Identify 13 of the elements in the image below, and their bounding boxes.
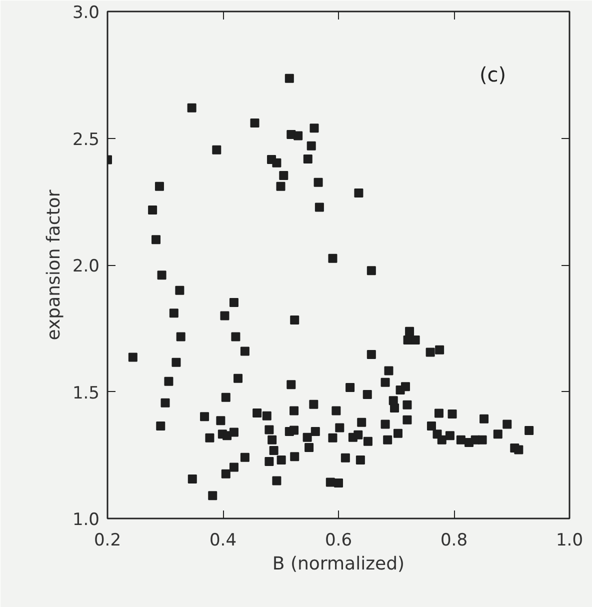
x-tick-label: 0.8 — [440, 530, 468, 550]
x-tick-label: 0.2 — [94, 530, 122, 550]
y-tick-label: 2.5 — [72, 130, 100, 150]
annotation: (c) — [480, 62, 506, 86]
y-tick-label: 2.0 — [72, 256, 100, 276]
x-tick-label: 0.6 — [324, 530, 352, 550]
y-axis-title: expansion factor — [43, 189, 64, 340]
y-tick-label: 1.0 — [72, 510, 100, 530]
x-tick-label: 1.0 — [556, 530, 584, 550]
x-tick-label: 0.4 — [209, 530, 237, 550]
y-tick-label: 3.0 — [72, 3, 100, 23]
y-tick-label: 1.5 — [72, 383, 100, 404]
x-axis-title: B (normalized) — [272, 554, 405, 574]
